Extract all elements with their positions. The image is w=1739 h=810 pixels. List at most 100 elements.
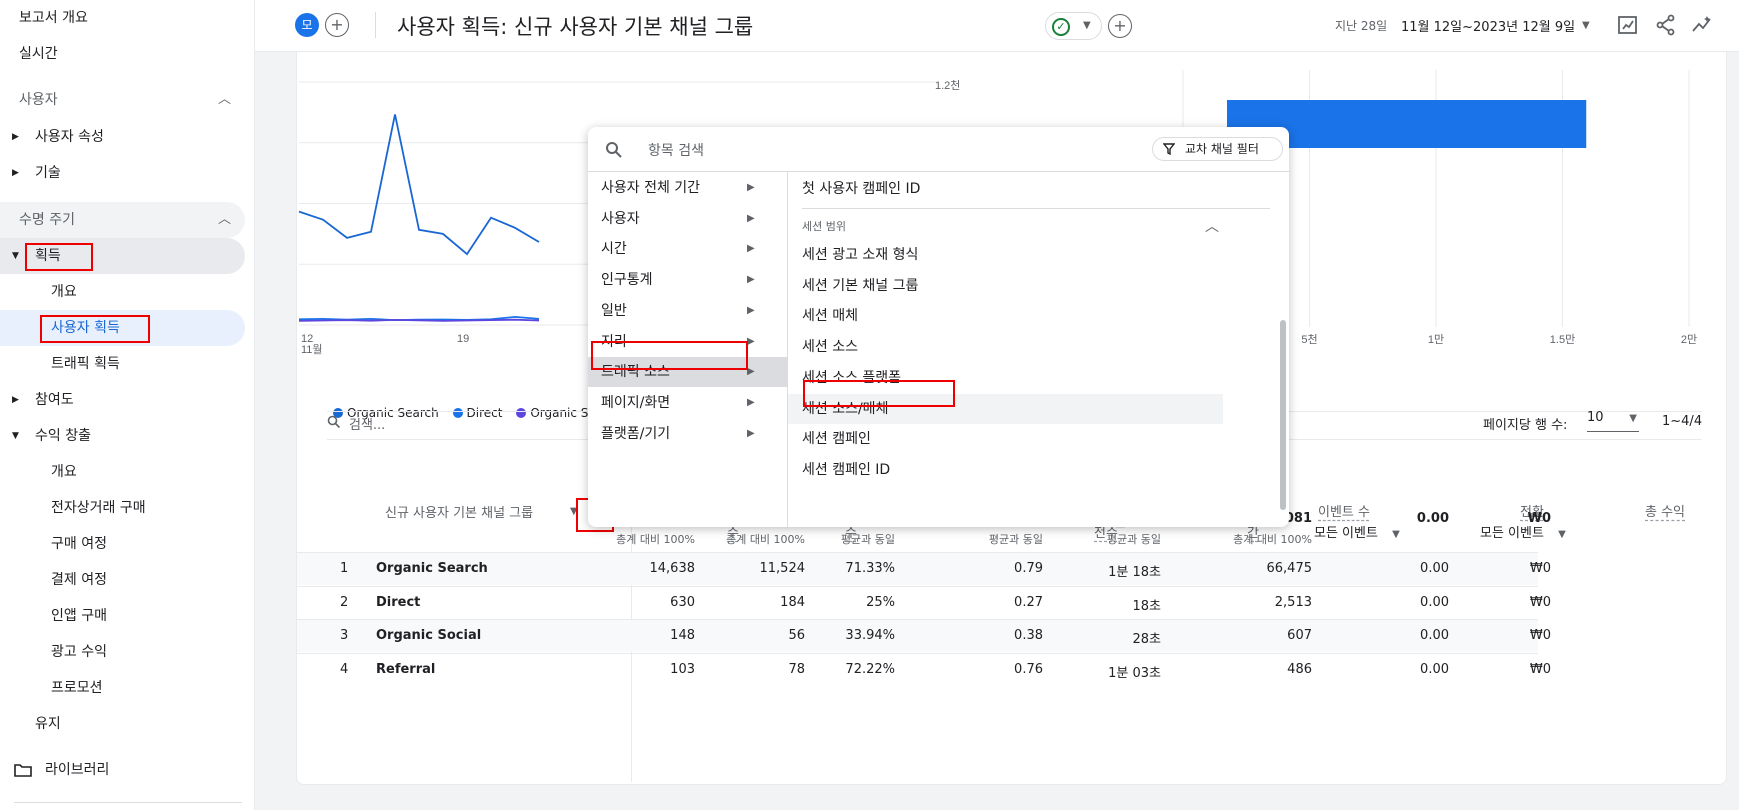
picker-option[interactable]: 세션 캠페인 (802, 431, 871, 448)
chevron-up-icon: ︿ (218, 212, 232, 227)
row-channel-name[interactable]: Direct (376, 594, 421, 610)
conversion-filter[interactable]: 모든 이벤트 ▼ (1480, 522, 1566, 541)
chevron-right-icon: ▶ (747, 396, 755, 408)
picker-category-item[interactable]: 사용자 ▶ (588, 204, 788, 234)
col-header-sessions-per-user[interactable]: 전수 (1094, 526, 1118, 541)
cell-value: 1분 18초 (1108, 565, 1161, 580)
sidebar-item-realtime[interactable]: 실시간 (19, 46, 58, 62)
date-range[interactable]: 11월 12일~2023년 12월 9일 (1401, 20, 1576, 35)
picker-category-item[interactable]: 페이지/화면 ▶ (588, 388, 788, 418)
table-row[interactable] (297, 652, 1538, 686)
picker-search-input[interactable]: 항목 검색 (648, 143, 704, 159)
sidebar-item-promotions[interactable]: 프로모션 (51, 680, 103, 696)
caret-down-icon[interactable]: ▼ (1582, 20, 1590, 31)
event-filter[interactable]: 모든 이벤트 ▼ (1314, 522, 1400, 541)
picker-option[interactable]: 세션 소스/매체 (788, 393, 1223, 424)
sidebar-item-monetization[interactable]: ▼ 수익 창출 (0, 418, 245, 454)
y-tick-label: 1.2천 (935, 78, 960, 92)
sidebar-item-purchase-journey[interactable]: 구매 여정 (51, 536, 107, 552)
rows-per-page-select[interactable]: 10 ▼ (1587, 410, 1639, 432)
sidebar-item-ad-revenue[interactable]: 광고 수익 (51, 644, 107, 660)
row-channel-name[interactable]: Organic Social (376, 628, 482, 643)
picker-category-item[interactable]: 플랫폼/기기 ▶ (588, 419, 788, 449)
sidebar-item-inapp[interactable]: 인앱 구매 (51, 608, 107, 624)
sidebar-item-tech[interactable]: ▶ 기술 (0, 155, 245, 191)
col-header-conversions[interactable]: 전환 (1520, 505, 1544, 520)
sidebar-item-engagement[interactable]: ▶ 참여도 (0, 382, 245, 418)
total-value: ₩0 (1527, 511, 1551, 526)
table-search-input[interactable]: 검색... (349, 418, 386, 433)
sidebar-item-user-attributes[interactable]: ▶ 사용자 속성 (0, 119, 245, 155)
chevron-right-icon: ▶ (747, 182, 755, 193)
check-circle-icon: ✓ (1052, 18, 1070, 36)
insights-icon[interactable] (1691, 14, 1713, 36)
chevron-right-icon: ▶ (747, 212, 755, 224)
picker-option[interactable]: 세션 기본 채널 그룹 (802, 277, 919, 294)
date-label: 지난 28일 (1335, 19, 1388, 33)
sidebar-item-acquisition[interactable]: ▼ 획득 (0, 238, 245, 274)
avatar[interactable]: 모 (295, 13, 319, 37)
row-channel-name[interactable]: Referral (376, 661, 436, 677)
sidebar-item-report-overview[interactable]: 보고서 개요 (19, 10, 88, 26)
col-header-users[interactable]: 수 (727, 526, 739, 541)
picker-category-item[interactable]: 시간 ▶ (588, 234, 788, 264)
sidebar-item-mon-overview[interactable]: 개요 (51, 464, 77, 480)
col-header-total-revenue[interactable]: 총 수익 (1645, 505, 1686, 520)
scrollbar[interactable] (1280, 320, 1286, 510)
picker-option[interactable]: 세션 소스 플랫폼 (802, 369, 902, 386)
share-icon[interactable] (1655, 14, 1677, 36)
picker-category-item[interactable]: 트래픽 소스 ▶ (588, 357, 788, 388)
table-row[interactable] (297, 585, 1538, 619)
folder-icon (14, 764, 32, 777)
sidebar-item-checkout-journey[interactable]: 결제 여정 (51, 572, 107, 588)
legend-item[interactable]: Organic Search (333, 406, 439, 420)
sidebar-section-user[interactable]: 사용자 ︿ (0, 82, 245, 118)
col-header-avg-time[interactable]: 간 (1247, 526, 1259, 541)
sidebar-item-retention[interactable]: 유지 (35, 716, 61, 732)
picker-option[interactable]: 세션 소스 (802, 339, 858, 356)
caret-down-icon: ▼ (1083, 20, 1091, 31)
cell-value: 56 (788, 628, 805, 643)
chevron-right-icon: ▶ (747, 304, 755, 316)
picker-category-item[interactable]: 일반 ▶ (588, 296, 788, 326)
picker-category-item[interactable]: 사용자 전체 기간 ▶ (588, 173, 788, 203)
col-header-new-users[interactable]: 수 (845, 526, 857, 541)
x-tick-label: 2만 (1681, 333, 1697, 346)
sidebar-item-user-acquisition[interactable]: 사용자 획득 (0, 310, 245, 346)
sidebar-item-label: 기술 (35, 165, 61, 181)
series-line (298, 114, 540, 256)
chevron-up-icon[interactable]: ︿ (1205, 219, 1219, 235)
sidebar-item-traffic-acquisition[interactable]: 트래픽 획득 (51, 356, 120, 372)
pagination: 1~4/4 (1662, 414, 1703, 429)
picker-option[interactable]: 세션 광고 소재 형식 (802, 247, 919, 263)
sidebar-item-acq-overview[interactable]: 개요 (51, 284, 77, 300)
legend-item[interactable]: Direct (452, 406, 502, 420)
picker-category-item[interactable]: 인구통계 ▶ (588, 265, 788, 295)
customize-icon[interactable] (1617, 14, 1639, 36)
table-row[interactable] (297, 619, 1538, 652)
picker-option[interactable]: 세션 캠페인 ID (802, 461, 891, 478)
status-dropdown[interactable]: ✓ ▼ (1045, 12, 1102, 40)
sidebar-section-lifecycle[interactable]: 수명 주기 ︿ (0, 202, 245, 238)
sidebar-item-label: 획득 (35, 248, 61, 264)
add-comparison-icon[interactable]: + (325, 13, 349, 37)
picker-category-label: 플랫폼/기기 (601, 425, 671, 442)
cell-value: 607 (1287, 628, 1312, 643)
table-row[interactable] (297, 552, 1538, 585)
caret-down-icon[interactable]: ▼ (570, 506, 578, 517)
chevron-right-icon: ▶ (747, 274, 755, 286)
col-header-events[interactable]: 이벤트 수 (1318, 505, 1370, 520)
dimension-header[interactable]: 신규 사용자 기본 채널 그룹 (385, 506, 534, 521)
add-icon[interactable]: + (1108, 14, 1132, 38)
sidebar-item-ecommerce[interactable]: 전자상거래 구매 (51, 500, 146, 516)
picker-category-item[interactable]: 지리 ▶ (588, 327, 788, 357)
total-subtext: 총계 대비 100% (726, 533, 805, 546)
row-channel-name[interactable]: Organic Search (376, 561, 488, 576)
picker-category-label: 페이지/화면 (601, 394, 671, 411)
divider (14, 802, 242, 803)
sidebar-item-library[interactable]: 라이브러리 (0, 752, 245, 788)
option-first-user-campaign-id[interactable]: 첫 사용자 캠페인 ID (802, 181, 921, 197)
cell-value: 72.22% (845, 661, 895, 677)
cross-channel-filter-button[interactable]: 교차 채널 필터 (1152, 137, 1283, 161)
picker-option[interactable]: 세션 매체 (802, 308, 858, 325)
